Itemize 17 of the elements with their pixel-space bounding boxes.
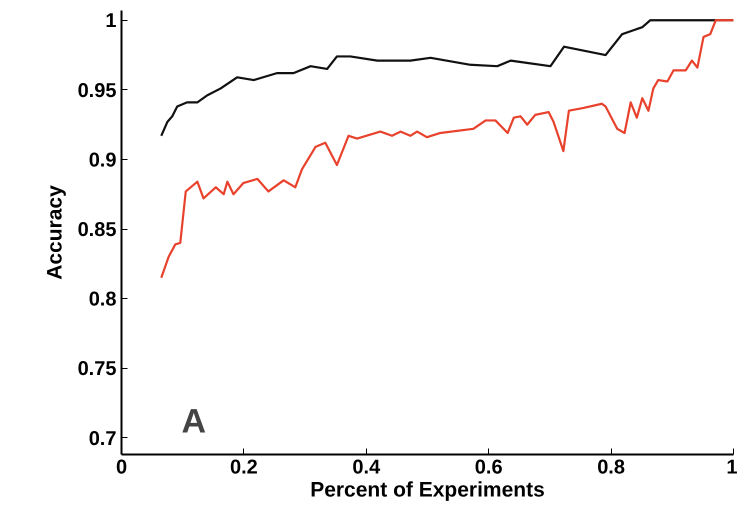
x-tick-label: 1 — [726, 456, 737, 478]
y-tick-label: 1 — [105, 10, 116, 32]
line-series — [160, 19, 734, 279]
x-tick-label: 0.8 — [597, 456, 626, 478]
y-tick-label: 0.85 — [78, 219, 117, 242]
y-axis-title: Accuracy — [44, 184, 67, 280]
y-tick-label: 0.8 — [88, 288, 117, 311]
y-tick-label: 0.75 — [78, 358, 117, 380]
y-tick-label: 0.95 — [78, 80, 117, 102]
x-axis-title: Percent of Experiments — [310, 478, 545, 502]
x-tick-label: 0.6 — [474, 456, 503, 478]
y-tick-label: 0.7 — [88, 428, 117, 450]
x-tick-label: 0.4 — [352, 456, 382, 478]
y-tick-label: 0.9 — [88, 149, 117, 172]
annotation: A — [182, 402, 206, 440]
x-tick-label: 0 — [116, 456, 128, 478]
x-tick-label: 0.2 — [230, 456, 258, 478]
